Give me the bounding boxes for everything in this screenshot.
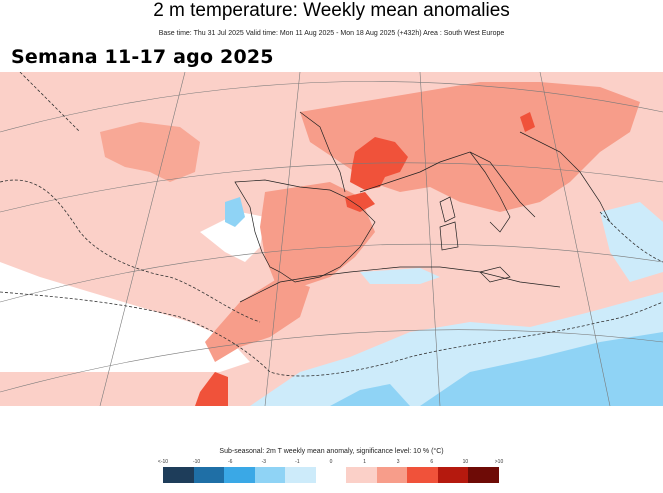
- legend-tick-label: 10: [462, 459, 469, 465]
- france-coast: [299, 111, 346, 193]
- legend-swatch: [315, 467, 347, 483]
- legend-tick-label: 0: [329, 459, 333, 465]
- anomaly-map-svg: [0, 72, 663, 406]
- significance-contours: [0, 72, 663, 377]
- coastlines: [234, 111, 611, 303]
- legend-tick-label: >10: [494, 459, 504, 465]
- warm-area-morocco: [205, 277, 310, 362]
- map-subtitle: Base time: Thu 31 Jul 2025 Valid time: M…: [158, 30, 505, 37]
- graticule-line: [0, 243, 663, 303]
- neutral-area-southwest: [0, 262, 250, 372]
- graticule-line: [0, 329, 663, 393]
- contour-line: [599, 211, 663, 263]
- graticule-line: [539, 72, 611, 406]
- warm-area-atlantic: [100, 122, 200, 182]
- warm-area-central-europe: [300, 82, 640, 212]
- cool-area-southeast: [420, 332, 663, 406]
- graticule-line: [99, 72, 186, 406]
- cool-area-aegean: [600, 202, 663, 282]
- legend-tick-label: 6: [430, 459, 434, 465]
- legend-tick-label: -6: [227, 459, 233, 465]
- hot-area-france: [350, 137, 408, 190]
- legend-tick-label: 3: [396, 459, 400, 465]
- neutral-area-biscay-coast: [200, 212, 265, 262]
- graticule: [0, 72, 663, 406]
- hot-area-sahara: [195, 372, 228, 406]
- corsica-outline: [439, 196, 456, 223]
- sicily-outline: [479, 266, 511, 283]
- graticule-line: [0, 162, 663, 213]
- hot-area-balkans: [520, 112, 535, 132]
- adriatic-east-coast: [519, 131, 611, 223]
- italy-coast: [469, 151, 511, 233]
- contour-line: [19, 72, 81, 133]
- legend-tick-label: -10: [192, 459, 201, 465]
- cool-area-algeria: [330, 384, 410, 406]
- legend-swatch: [376, 467, 408, 483]
- legend-swatch: [407, 467, 438, 483]
- legend-title: Sub-seasonal: 2m T weekly mean anomaly, …: [219, 448, 444, 455]
- graticule-line: [264, 72, 301, 406]
- legend-tick-label: -3: [261, 459, 267, 465]
- legend-color-bar: [163, 467, 500, 483]
- north-africa-coast: [239, 266, 561, 303]
- graticule-line: [0, 81, 663, 133]
- legend-swatch: [285, 467, 316, 483]
- page-title: 2 m temperature: Weekly mean anomalies: [153, 0, 510, 21]
- legend-swatch: [468, 467, 500, 483]
- legend-swatch: [163, 467, 194, 483]
- legend-tick-label: <-10: [157, 459, 169, 465]
- legend-tick-label: 1: [363, 459, 366, 465]
- contour-line: [0, 291, 663, 377]
- week-label: Semana 11-17 ago 2025: [11, 46, 274, 68]
- graticule-line: [419, 72, 441, 406]
- legend-swatch: [346, 467, 377, 483]
- legend-swatch: [254, 467, 286, 483]
- legend-tick-label: -1: [295, 459, 300, 465]
- sardinia-outline: [439, 221, 459, 251]
- legend-swatch: [437, 467, 469, 483]
- legend-swatch: [193, 467, 225, 483]
- anomaly-map: [0, 72, 663, 406]
- legend-ticks: <-10 -10 -6 -3 -1 0 1 3 6 10 >10: [158, 459, 503, 467]
- contour-line: [0, 179, 261, 323]
- legend-swatch: [224, 467, 255, 483]
- hot-area-pyrenees: [345, 192, 375, 212]
- iberia-coastline: [234, 179, 376, 283]
- cool-area-bay-of-biscay: [225, 197, 245, 227]
- cool-area-balearic-sea: [360, 268, 440, 284]
